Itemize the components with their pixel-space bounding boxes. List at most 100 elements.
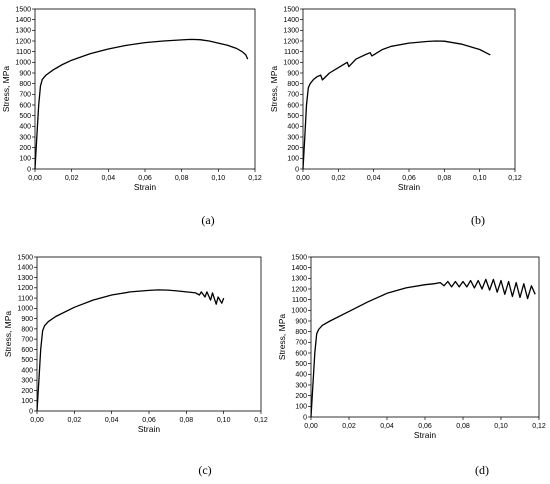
x-tick-label: 0,10 [494,423,508,430]
x-tick-label: 0,00 [296,175,310,182]
y-tick-label: 1400 [15,17,31,24]
x-tick-label: 0,06 [138,175,152,182]
y-tick-label: 400 [19,124,31,131]
x-tick-label: 0,04 [105,417,119,424]
stress-strain-curve [310,278,536,418]
y-tick-label: 1300 [283,28,299,35]
x-tick-label: 0,04 [367,175,381,182]
y-tick-label: 1300 [15,28,31,35]
y-tick-label: 300 [21,378,33,385]
chart-panel-1: 0,00 0,02 0,04 0,06 0,08 0,10 0,12 0 100 200 300 40… [269,6,522,192]
x-tick-label: 0,06 [142,417,156,424]
x-tick-label: 0,02 [332,175,346,182]
y-tick-label: 0 [295,166,299,173]
x-tick-label: 0,10 [217,417,231,424]
y-tick-label: 400 [21,367,33,374]
y-tick-label: 1500 [17,254,33,261]
y-tick-label: 1400 [17,265,33,272]
y-tick-label: 1500 [291,254,307,261]
x-tick-label: 0,08 [456,423,470,430]
y-tick-label: 900 [19,70,31,77]
x-tick-label: 0,02 [68,417,82,424]
y-tick-label: 500 [287,113,299,120]
x-tick-label: 0,00 [304,423,318,430]
y-tick-label: 500 [295,361,307,368]
panel-label: (d) [475,463,489,477]
plot-frame [302,8,516,170]
y-tick-label: 1100 [292,297,307,304]
chart-panel-3: 0,00 0,02 0,04 0,06 0,08 0,10 0,12 0 100 200 300 40… [277,254,546,440]
y-tick-label: 800 [21,326,33,333]
y-tick-label: 1300 [17,275,33,282]
y-tick-label: 700 [295,340,307,347]
y-axis-title: Stress, MPa [269,66,279,113]
y-tick-label: 1400 [291,265,307,272]
y-tick-label: 1100 [16,49,31,56]
x-tick-label: 0,02 [65,175,79,182]
plot-frame [36,256,262,412]
y-tick-label: 0 [29,408,33,415]
chart-panel-2: 0,00 0,02 0,04 0,06 0,08 0,10 0,12 0 100 200 300 40… [3,254,268,434]
y-tick-label: 1200 [17,285,33,292]
x-tick-label: 0,10 [212,175,226,182]
y-tick-label: 1200 [15,38,31,45]
y-tick-label: 1200 [291,286,307,293]
y-tick-label: 300 [295,382,307,389]
y-tick-label: 1300 [291,276,307,283]
x-tick-label: 0,12 [532,423,546,430]
y-axis-title: Stress, MPa [3,311,13,358]
y-tick-label: 700 [287,92,299,99]
y-tick-label: 400 [295,372,307,379]
y-tick-label: 500 [21,357,33,364]
x-axis-title: Strain [398,182,420,192]
panel-label: (b) [471,213,485,227]
stress-strain-curve [34,38,249,170]
y-tick-label: 200 [21,388,33,395]
y-tick-label: 900 [287,70,299,77]
x-tick-label: 0,04 [380,423,394,430]
y-tick-label: 300 [19,134,31,141]
x-tick-label: 0,12 [508,175,522,182]
x-tick-label: 0,08 [180,417,194,424]
x-tick-label: 0,04 [102,175,116,182]
y-tick-label: 100 [287,156,299,163]
y-tick-label: 300 [287,134,299,141]
y-tick-label: 0 [27,166,31,173]
y-tick-label: 800 [295,329,307,336]
x-axis-title: Strain [138,424,160,434]
x-tick-label: 0,02 [342,423,356,430]
x-tick-label: 0,12 [254,417,268,424]
y-tick-label: 900 [21,316,33,323]
x-tick-label: 0,00 [28,175,42,182]
y-tick-label: 100 [19,156,31,163]
y-tick-label: 100 [295,404,307,411]
y-tick-label: 600 [21,347,33,354]
plot-frame [310,256,540,418]
y-tick-label: 200 [295,393,307,400]
y-tick-label: 900 [295,318,307,325]
panel-label: (a) [201,213,214,227]
y-tick-label: 1200 [283,38,299,45]
y-tick-label: 400 [287,124,299,131]
y-axis-title: Stress, MPa [277,314,287,361]
x-tick-label: 0,06 [418,423,432,430]
y-tick-label: 100 [21,398,33,405]
y-tick-label: 800 [19,81,31,88]
y-tick-label: 600 [19,102,31,109]
y-tick-label: 1000 [17,306,33,313]
y-tick-label: 600 [295,350,307,357]
x-tick-label: 0,10 [473,175,487,182]
x-tick-label: 0,08 [438,175,452,182]
y-tick-label: 1000 [15,60,31,67]
y-tick-label: 700 [19,92,31,99]
y-tick-label: 600 [287,102,299,109]
x-tick-label: 0,00 [30,417,44,424]
y-tick-label: 700 [21,337,33,344]
y-axis-title: Stress, MPa [1,66,11,113]
y-tick-label: 1100 [18,295,33,302]
stress-strain-curve [36,289,225,412]
y-tick-label: 1000 [283,60,299,67]
stress-strain-curve [302,40,491,170]
y-tick-label: 1500 [15,6,31,13]
